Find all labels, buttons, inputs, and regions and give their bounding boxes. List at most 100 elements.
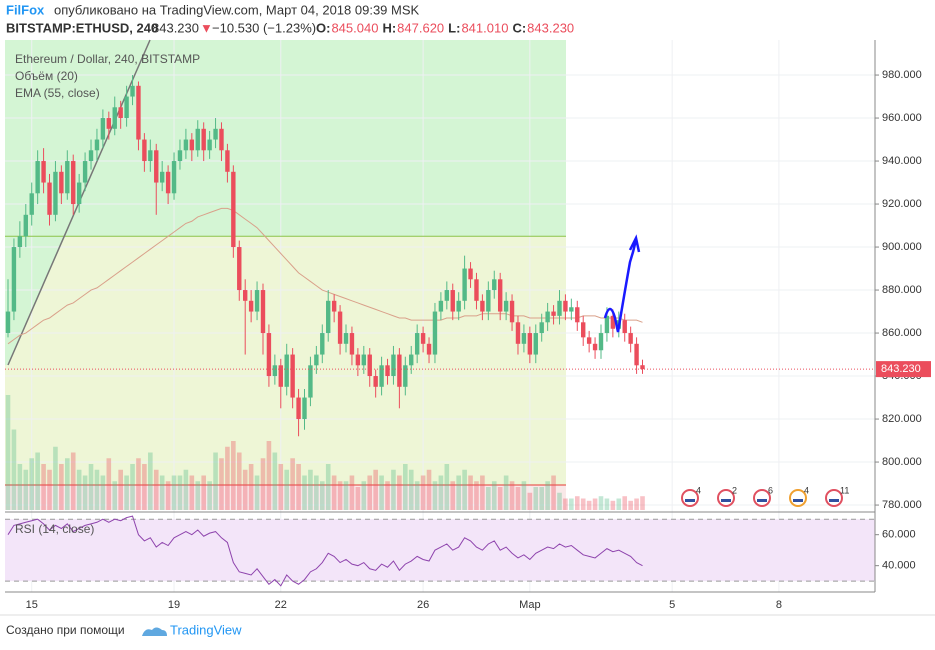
hand-arrow [603,234,641,333]
ohlc: O: 845.040 H: 847.620 L: 841.010 C: 843.230 [316,20,574,35]
volume-bar [640,496,645,510]
volume-bar [201,475,206,510]
ohlc-key: L: [448,20,460,35]
candle-body [497,279,503,312]
volume-bar [604,498,610,510]
x-tick-label: 15 [26,599,38,611]
candle-body [503,300,509,312]
volume-bar [100,475,106,510]
candle-body [586,337,592,344]
candle-body [361,354,366,366]
change: −10.530 (−1.23%) [212,20,316,35]
volume-bar [337,481,343,510]
logo [142,627,167,636]
volume-bar [551,475,556,510]
candle-body [213,128,218,140]
candle-body [622,320,627,334]
candle-body [397,354,402,387]
candle-body [527,333,533,355]
y-tick-label: 920.000 [882,198,922,210]
candle-body [248,300,254,312]
volume-bar [343,481,349,510]
y-tick-label: 880.000 [882,284,922,296]
volume-bar [486,487,491,510]
candle-body [254,290,260,312]
candle-body [302,397,307,420]
candle-body [349,333,355,355]
published: опубликовано на TradingView.com, Март 04… [54,2,420,17]
x-tick-label: 8 [776,599,782,611]
volume-bar [231,441,236,510]
zone-green [5,40,566,237]
volume-bar [153,469,159,510]
volume-bar [373,469,378,510]
candle-body [420,333,426,344]
volume-bar [124,475,129,510]
volume-bar [444,464,450,510]
candle-body [118,107,123,119]
candle-body [634,343,639,366]
candle-body [231,171,236,248]
volume-bar [634,498,639,510]
volume-bar [450,481,456,510]
event-flag [685,499,695,502]
volume-bar [491,481,497,510]
ema-line [7,207,643,345]
candle-body [195,128,200,151]
volume-bar [165,481,171,510]
event-flag [829,499,839,502]
candle-body [450,290,455,312]
candle-body [225,150,230,172]
candle-body [640,365,645,370]
zone-red [5,485,566,510]
volume-bar [142,464,147,510]
volume-bar [539,487,544,510]
volume-bar [65,458,70,510]
candle-body [23,214,28,237]
candle-body [462,268,467,301]
candle-body [581,322,586,338]
candle-body [480,300,485,312]
volume-bar [159,475,165,510]
candle-body [539,322,544,334]
candle-body [82,161,88,183]
candle-body [35,161,40,194]
candle-body [71,161,76,205]
volume-bar [260,458,266,510]
candle-body [533,333,538,355]
candle-body [521,333,527,344]
event-flag [793,499,803,502]
candle-body [159,171,165,183]
volume-bar [521,481,527,510]
volume-bar [11,429,17,510]
candle-body [551,311,556,316]
y-tick-label: 900.000 [882,241,922,253]
volume-bar [266,441,272,510]
volume-bar [88,464,94,510]
volume-bar [509,481,515,510]
arrow: ▼ [200,20,213,35]
volume-bar [497,487,503,510]
event-count: 4 [696,485,701,495]
volume-bar [242,469,248,510]
volume-bar [468,475,473,510]
candle-body [237,247,242,291]
candle-body [201,128,206,151]
candle-body [379,365,384,387]
volume-bar [397,475,402,510]
candle-body [337,311,343,344]
candle-body [278,365,283,387]
volume-bar [59,464,64,510]
event-count: 6 [768,485,773,495]
candle-body [367,354,372,377]
volume-bar [592,498,598,510]
volume-bar [462,469,467,510]
volume-bar [456,475,461,510]
candle-body [569,307,574,312]
candle-body [296,397,301,420]
candle-body [65,161,70,194]
volume-bar [367,475,373,510]
candle-body [47,182,52,215]
